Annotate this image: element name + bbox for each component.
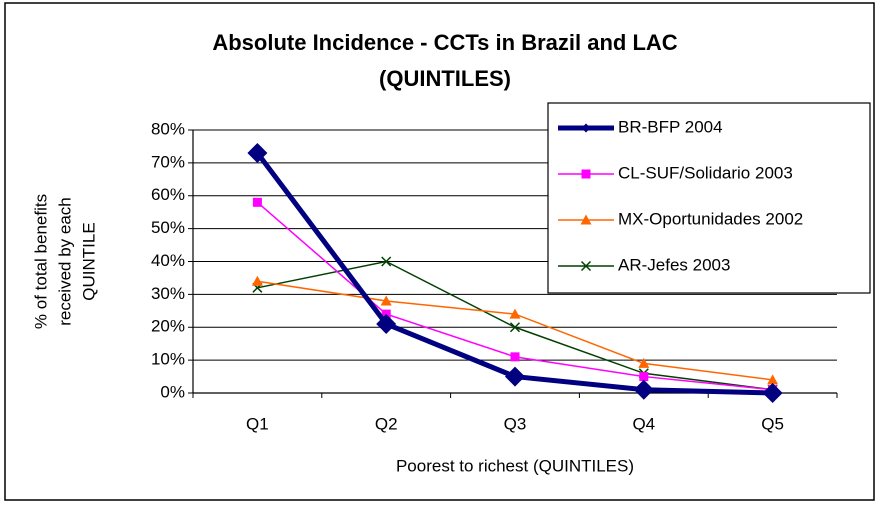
x-tick-label: Q4 (632, 414, 655, 433)
marker (505, 366, 525, 387)
marker (509, 322, 521, 333)
legend-label: CL-SUF/Solidario 2003 (618, 163, 793, 182)
y-tick-label: 40% (151, 251, 185, 270)
marker (376, 313, 397, 334)
marker (581, 123, 591, 133)
marker (580, 260, 592, 272)
x-axis-label: Poorest to richest (QUINTILES) (396, 456, 634, 475)
marker (581, 169, 591, 179)
legend-label: MX-Oportunidades 2002 (618, 209, 803, 228)
marker (510, 352, 520, 362)
marker (762, 383, 783, 403)
chart-title: (QUINTILES) (379, 66, 511, 91)
marker (247, 143, 268, 164)
x-tick-label: Q3 (504, 414, 527, 433)
marker (251, 275, 263, 286)
marker (380, 295, 392, 306)
marker (633, 379, 654, 400)
x-tick-label: Q1 (246, 414, 269, 433)
x-tick-label: Q5 (761, 414, 784, 433)
y-axis-label: QUINTILE (79, 222, 98, 300)
y-tick-label: 60% (151, 185, 185, 204)
marker (580, 214, 592, 225)
y-axis-label: received by each (55, 197, 74, 326)
marker (252, 197, 262, 207)
legend-label: BR-BFP 2004 (618, 117, 723, 136)
y-tick-label: 30% (151, 284, 185, 303)
x-tick-label: Q2 (375, 414, 398, 433)
marker (638, 357, 650, 368)
y-tick-label: 80% (151, 119, 185, 138)
marker (509, 308, 521, 319)
marker (639, 372, 649, 382)
y-axis-label: % of total benefits (31, 194, 50, 329)
marker (767, 374, 779, 385)
y-tick-label: 50% (151, 218, 185, 237)
chart-title: Absolute Incidence - CCTs in Brazil and … (212, 30, 677, 55)
marker (381, 256, 392, 267)
y-tick-label: 0% (160, 382, 185, 401)
legend-box (547, 102, 871, 294)
legend-label: AR-Jefes 2003 (618, 255, 730, 274)
y-tick-label: 20% (151, 317, 185, 336)
y-tick-label: 70% (151, 152, 185, 171)
y-tick-label: 10% (151, 350, 185, 369)
